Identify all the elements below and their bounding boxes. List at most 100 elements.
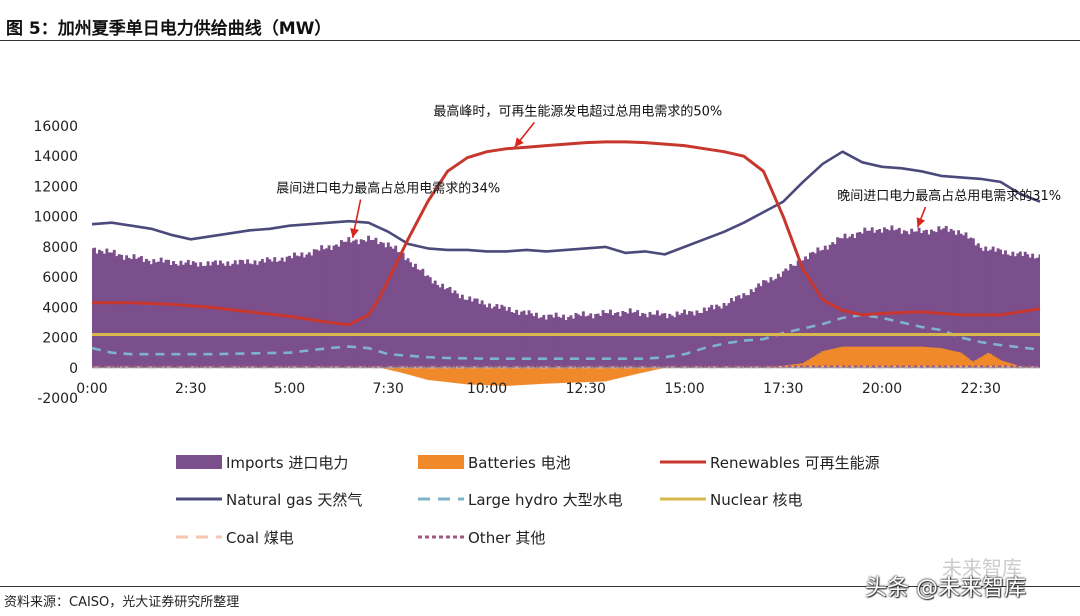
imports-bar: [858, 232, 862, 368]
imports-bar: [1016, 253, 1020, 368]
imports-bar: [201, 265, 205, 368]
batteries-bar: [809, 358, 812, 368]
imports-bar: [900, 233, 904, 368]
imports-bar: [685, 314, 689, 368]
imports-bar: [515, 309, 519, 368]
annotation-arrow-head: [916, 217, 926, 228]
imports-bar: [448, 286, 452, 368]
imports-bar: [828, 244, 832, 368]
imports-bar: [811, 251, 815, 368]
batteries-bar: [455, 367, 459, 384]
legend-batteries-label: Batteries 电池: [468, 454, 571, 472]
imports-bar: [107, 252, 111, 368]
imports-bar: [700, 312, 704, 368]
batteries-bar: [613, 367, 617, 380]
imports-bar: [379, 241, 383, 368]
imports-bar: [826, 249, 830, 368]
imports-bar: [621, 310, 625, 368]
batteries-bar: [989, 353, 993, 368]
imports-bar: [631, 312, 635, 368]
imports-bar: [95, 253, 99, 368]
imports-bar: [922, 230, 926, 368]
batteries-bar: [418, 367, 422, 378]
batteries-bar: [969, 360, 973, 368]
imports-bar: [181, 264, 185, 368]
imports-bar: [539, 317, 543, 368]
imports-bar: [512, 312, 516, 368]
batteries-bar: [878, 346, 882, 368]
imports-bar: [497, 308, 501, 368]
batteries-bar: [522, 367, 526, 385]
imports-bar: [937, 226, 941, 368]
imports-bar: [804, 256, 807, 368]
imports-bar: [868, 230, 872, 368]
imports-bar: [683, 309, 686, 368]
batteries-bar: [628, 367, 632, 376]
imports-bar: [771, 280, 775, 368]
batteries-bar: [959, 352, 963, 368]
batteries-bar: [483, 367, 487, 386]
imports-bar: [816, 247, 820, 368]
batteries-bar: [841, 346, 844, 368]
imports-bar: [468, 296, 472, 368]
imports-bar: [680, 313, 684, 368]
batteries-bar: [552, 367, 556, 384]
imports-bar: [764, 280, 768, 368]
imports-bar: [853, 238, 857, 368]
imports-bar: [517, 314, 521, 368]
imports-bar: [510, 312, 514, 368]
imports-bar: [221, 263, 225, 368]
batteries-bar: [638, 367, 642, 374]
imports-bar: [821, 249, 825, 368]
imports-bar: [152, 259, 156, 368]
batteries-bar: [910, 346, 914, 368]
batteries-bar: [902, 346, 906, 368]
imports-bar: [154, 262, 158, 368]
batteries-bar: [507, 367, 511, 386]
batteries-area-layer: [379, 346, 1040, 386]
imports-bar: [813, 253, 817, 368]
batteries-bar: [880, 346, 884, 368]
batteries-bar: [1004, 361, 1007, 368]
evening-imports-annotation: 晚间进口电力最高占总用电需求的31%: [837, 188, 1061, 204]
imports-bar: [433, 280, 437, 368]
imports-bar: [246, 259, 250, 368]
batteries-bar: [771, 366, 775, 368]
imports-bar: [159, 257, 163, 368]
imports-bar: [979, 247, 983, 368]
legend-large-hydro-label: Large hydro 大型水电: [468, 491, 623, 509]
imports-bar: [406, 258, 410, 368]
imports-bar: [1006, 254, 1010, 368]
imports-bar: [725, 305, 728, 368]
imports-bar: [93, 247, 96, 368]
imports-bar: [233, 260, 237, 368]
batteries-bar: [986, 352, 990, 368]
imports-bar: [885, 229, 889, 368]
batteries-bar: [495, 367, 499, 386]
imports-bar: [863, 227, 867, 368]
batteries-bar: [984, 354, 988, 368]
batteries-bar: [586, 367, 590, 383]
imports-bar: [789, 264, 793, 368]
imports-bar: [564, 320, 568, 368]
batteries-bar: [863, 346, 867, 368]
imports-bar: [880, 232, 884, 368]
imports-bar: [288, 255, 291, 368]
imports-bar: [211, 261, 215, 368]
imports-bar: [707, 307, 711, 368]
y-tick-label: 14000: [33, 149, 78, 165]
imports-bar: [167, 259, 171, 368]
imports-bar: [984, 246, 988, 368]
imports-bar: [369, 240, 373, 368]
batteries-bar: [473, 367, 477, 385]
batteries-bar: [534, 367, 538, 385]
batteries-bar: [584, 367, 588, 383]
batteries-bar: [976, 358, 980, 368]
batteries-bar: [850, 346, 854, 368]
imports-bar: [586, 315, 590, 368]
imports-bar: [986, 250, 990, 368]
imports-bar: [823, 245, 827, 368]
imports-bar: [125, 255, 129, 368]
watermark-logo-text: 未来智库: [942, 556, 1022, 580]
batteries-bar: [537, 367, 541, 385]
